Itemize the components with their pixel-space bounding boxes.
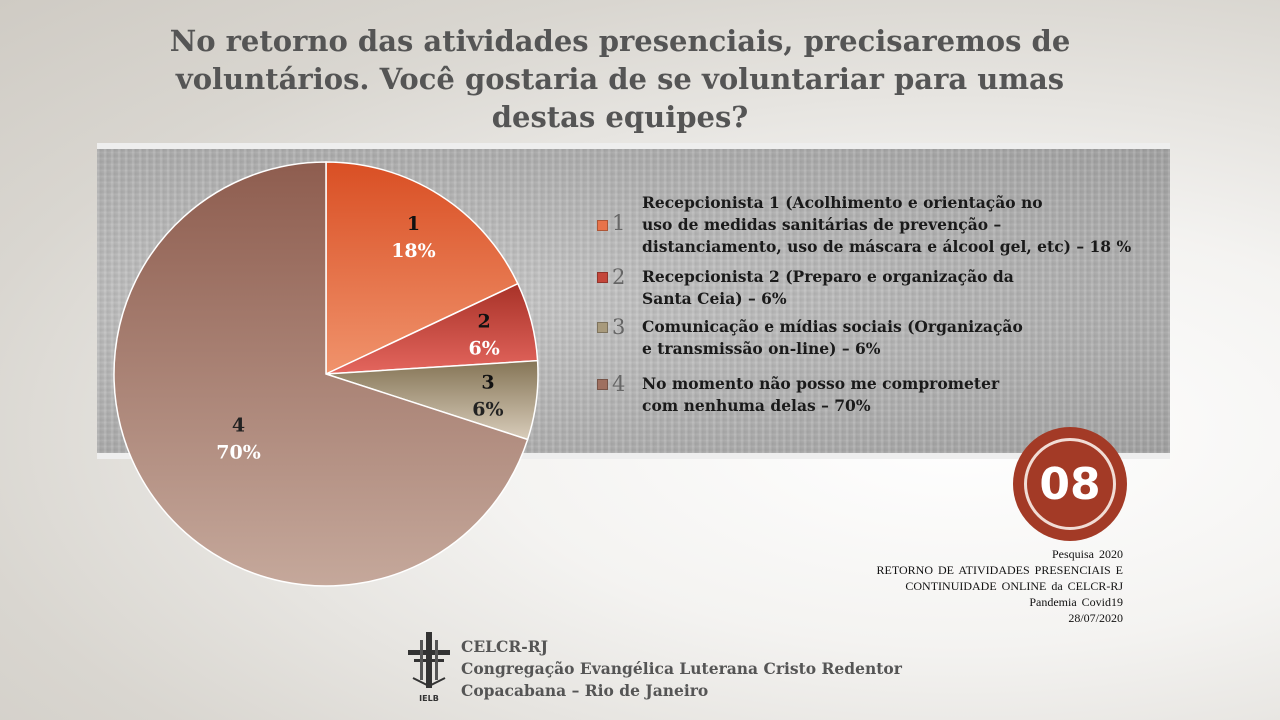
legend-number-2: 2: [612, 265, 626, 289]
slice-value-label-2: 6%: [468, 337, 499, 359]
legend-item-4: 4 No momento não posso me comprometer co…: [597, 373, 999, 417]
slice-value-label-1: 18%: [391, 240, 436, 262]
ielb-cross-logo: IELB: [408, 632, 450, 703]
legend-item-3: 3 Comunicação e mídias sociais (Organiza…: [597, 316, 1023, 360]
legend-label-1: Recepcionista 1 (Acolhimento e orientaçã…: [642, 193, 1132, 256]
survey-info: Pesquisa 2020 RETORNO DE ATIVIDADES PRES…: [877, 546, 1123, 626]
footer-location: Copacabana – Rio de Janeiro: [461, 681, 709, 700]
legend-label-4: No momento não posso me comprometer com …: [642, 374, 1000, 415]
survey-line-5: 28/07/2020: [1068, 611, 1123, 625]
footer-text: CELCR-RJ Congregação Evangélica Luterana…: [461, 636, 902, 702]
slice-value-label-3: 6%: [472, 398, 503, 420]
slice-category-label-3: 3: [481, 371, 494, 393]
legend-label-2: Recepcionista 2 (Preparo e organização d…: [642, 267, 1014, 308]
survey-line-3: CONTINUIDADE ONLINE da CELCR-RJ: [905, 579, 1123, 593]
legend-item-2: 2 Recepcionista 2 (Preparo e organização…: [597, 266, 1014, 310]
footer-org-short: CELCR-RJ: [461, 637, 548, 656]
legend-label-3: Comunicação e mídias sociais (Organizaçã…: [642, 317, 1023, 358]
legend-swatch-3: [597, 322, 608, 333]
legend-item-1: 1 Recepcionista 1 (Acolhimento e orienta…: [597, 192, 1131, 258]
survey-line-2: RETORNO DE ATIVIDADES PRESENCIAIS E: [876, 563, 1123, 577]
footer-org-full: Congregação Evangélica Luterana Cristo R…: [461, 659, 902, 678]
slide-title: No retorno das atividades presenciais, p…: [169, 24, 1071, 134]
slice-category-label-2: 2: [477, 310, 490, 332]
badge-number: 08: [1039, 458, 1101, 510]
legend-swatch-1: [597, 220, 608, 231]
slide-number-badge: 08: [1013, 427, 1127, 541]
legend-swatch-2: [597, 272, 608, 283]
survey-line-1: Pesquisa 2020: [1052, 547, 1123, 561]
pie-slice-1: [325, 161, 519, 376]
logo-label: IELB: [419, 694, 439, 703]
footer: IELB CELCR-RJ Congregação Evangélica Lut…: [405, 630, 902, 704]
survey-line-4: Pandemia Covid19: [1029, 595, 1123, 609]
legend-number-1: 1: [612, 211, 626, 235]
pie-slice-4: [113, 161, 529, 587]
legend-number-4: 4: [612, 372, 626, 396]
badge-ring: 08: [1024, 438, 1116, 530]
legend-swatch-4: [597, 379, 608, 390]
slice-category-label-1: 1: [407, 213, 420, 235]
legend-number-3: 3: [612, 315, 626, 339]
slice-category-label-4: 4: [232, 415, 245, 437]
slice-value-label-4: 70%: [216, 442, 261, 464]
